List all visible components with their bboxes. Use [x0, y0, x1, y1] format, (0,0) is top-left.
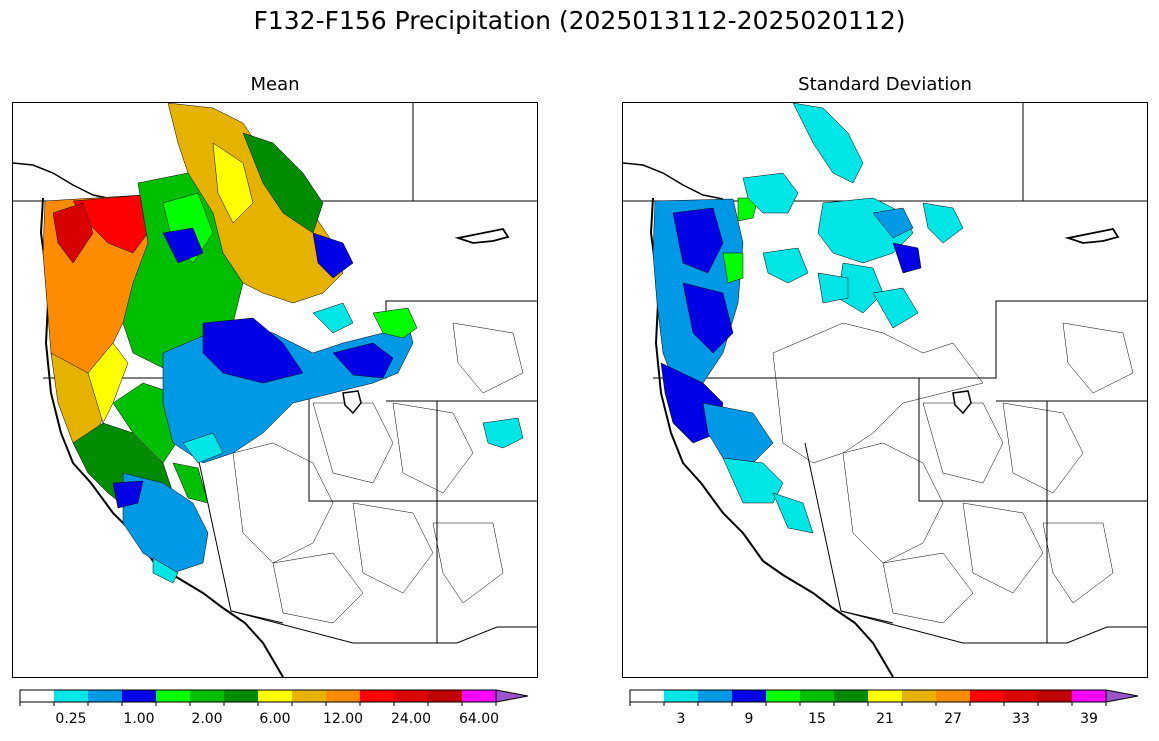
colorbar-tick-label: 3	[676, 711, 686, 727]
stddev-map	[622, 102, 1148, 678]
colorbar-swatch	[902, 690, 937, 702]
basin-regions	[652, 103, 964, 534]
colorbar-swatch	[428, 690, 463, 702]
stddev-panel-title: Standard Deviation	[798, 74, 972, 95]
colorbar-swatch	[224, 690, 259, 702]
colorbar-svg	[19, 689, 529, 706]
colorbar-swatch	[360, 690, 395, 702]
basin-outlines	[772, 322, 1134, 624]
colorbar-tick-label: 1.00	[123, 711, 155, 727]
colorbar-swatch	[664, 690, 699, 702]
colorbar-tick-label: 9	[744, 711, 754, 727]
colorbar-swatch	[834, 690, 869, 702]
figure-title: F132-F156 Precipitation (2025013112-2025…	[253, 6, 906, 35]
mean-map	[12, 102, 538, 678]
colorbar-swatch	[630, 690, 665, 702]
stddev-map-svg	[623, 103, 1147, 677]
colorbar-svg	[629, 689, 1139, 706]
stddev-colorbar	[629, 689, 1150, 706]
colorbar-swatch	[156, 690, 191, 702]
mean-colorbar	[19, 689, 540, 706]
colorbar-swatch	[732, 690, 767, 702]
colorbar-swatch	[54, 690, 89, 702]
colorbar-swatch	[122, 690, 157, 702]
northern-coastline	[13, 162, 114, 200]
colorbar-swatch	[1004, 690, 1039, 702]
colorbar-swatch	[1072, 690, 1107, 702]
colorbar-tick-label: 0.25	[55, 711, 87, 727]
colorbar-swatch	[20, 690, 55, 702]
colorbar-swatch	[970, 690, 1005, 702]
colorbar-tick-label: 64.00	[458, 711, 500, 727]
colorbar-tick-label: 12.00	[322, 711, 364, 727]
colorbar-swatch	[88, 690, 123, 702]
colorbar-tick-label: 15	[808, 711, 826, 727]
colorbar-tick-label: 33	[1012, 711, 1030, 727]
colorbar-tick-label: 24.00	[390, 711, 432, 727]
colorbar-swatch	[394, 690, 429, 702]
colorbar-tick-label: 6.00	[259, 711, 291, 727]
basin-outlines	[232, 322, 524, 624]
colorbar-tick-label: 39	[1080, 711, 1098, 727]
colorbar-extend-arrow	[495, 689, 529, 703]
northern-lake	[1064, 227, 1120, 244]
colorbar-tick-label: 27	[944, 711, 962, 727]
great-salt-lake	[952, 390, 972, 415]
mean-panel-title: Mean	[250, 74, 300, 95]
great-salt-lake	[342, 390, 362, 415]
colorbar-swatch	[868, 690, 903, 702]
colorbar-swatch	[462, 690, 497, 702]
colorbar-tick-label: 21	[876, 711, 894, 727]
northern-lake	[454, 227, 510, 244]
colorbar-swatch	[766, 690, 801, 702]
colorbar-swatch	[698, 690, 733, 702]
colorbar-extend-arrow	[1105, 689, 1139, 703]
colorbar-swatch	[1038, 690, 1073, 702]
colorbar-swatch	[190, 690, 225, 702]
basin-regions	[42, 103, 524, 584]
mean-map-svg	[13, 103, 537, 677]
colorbar-swatch	[292, 690, 327, 702]
northern-coastline	[623, 162, 724, 200]
colorbar-swatch	[936, 690, 971, 702]
colorbar-swatch	[800, 690, 835, 702]
colorbar-swatch	[326, 690, 361, 702]
colorbar-swatch	[258, 690, 293, 702]
colorbar-tick-label: 2.00	[191, 711, 223, 727]
